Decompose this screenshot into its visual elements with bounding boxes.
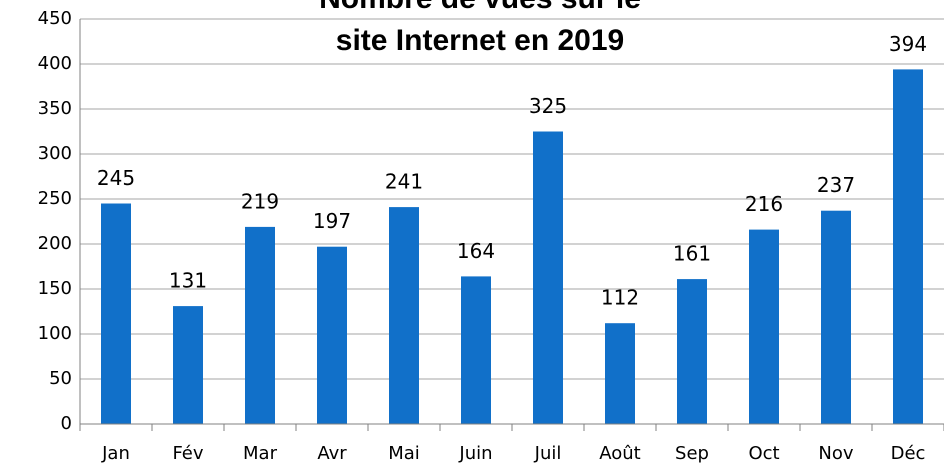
value-label: 394 <box>889 32 927 56</box>
y-tick-label: 0 <box>61 413 72 434</box>
x-tick-label: Avr <box>317 443 347 464</box>
bar <box>677 279 707 424</box>
x-tick-label: Déc <box>891 443 926 464</box>
x-tick-label: Mai <box>388 443 420 464</box>
bar <box>173 306 203 424</box>
value-label: 325 <box>529 94 567 118</box>
y-tick-label: 50 <box>49 368 72 389</box>
bar <box>893 69 923 425</box>
bar <box>605 323 635 424</box>
y-tick-label: 300 <box>38 143 72 164</box>
bar <box>101 203 131 424</box>
chart-title: Nombre de vues sur le site Internet en 2… <box>319 0 641 57</box>
bar <box>461 276 491 424</box>
x-tick-label: Juil <box>534 443 562 464</box>
bar <box>389 207 419 424</box>
value-label: 197 <box>313 209 351 233</box>
x-tick-label: Oct <box>748 443 779 464</box>
value-label: 161 <box>673 242 711 266</box>
y-tick-label: 250 <box>38 188 72 209</box>
x-tick-label: Nov <box>818 443 853 464</box>
x-tick-label: Mar <box>243 443 278 464</box>
y-tick-label: 100 <box>38 323 72 344</box>
y-tick-label: 200 <box>38 233 72 254</box>
x-tick-label: Jan <box>101 443 130 464</box>
y-tick-label: 400 <box>38 53 72 74</box>
value-label: 237 <box>817 173 855 197</box>
value-label: 245 <box>97 166 135 190</box>
value-label: 112 <box>601 286 639 310</box>
y-tick-label: 350 <box>38 98 72 119</box>
bar <box>245 226 275 424</box>
value-label: 164 <box>457 239 495 263</box>
x-tick-label: Fév <box>172 443 203 464</box>
value-label: 131 <box>169 269 207 293</box>
x-tick-label: Sep <box>675 443 709 464</box>
bar <box>317 246 347 424</box>
bar <box>533 131 563 424</box>
value-label: 241 <box>385 170 423 194</box>
bar <box>821 210 851 424</box>
bar <box>749 229 779 424</box>
value-label: 219 <box>241 189 279 213</box>
y-tick-label: 450 <box>38 8 72 29</box>
value-label: 216 <box>745 192 783 216</box>
x-tick-label: Juin <box>458 443 492 464</box>
y-tick-label: 150 <box>38 278 72 299</box>
x-tick-label: Août <box>599 443 640 464</box>
